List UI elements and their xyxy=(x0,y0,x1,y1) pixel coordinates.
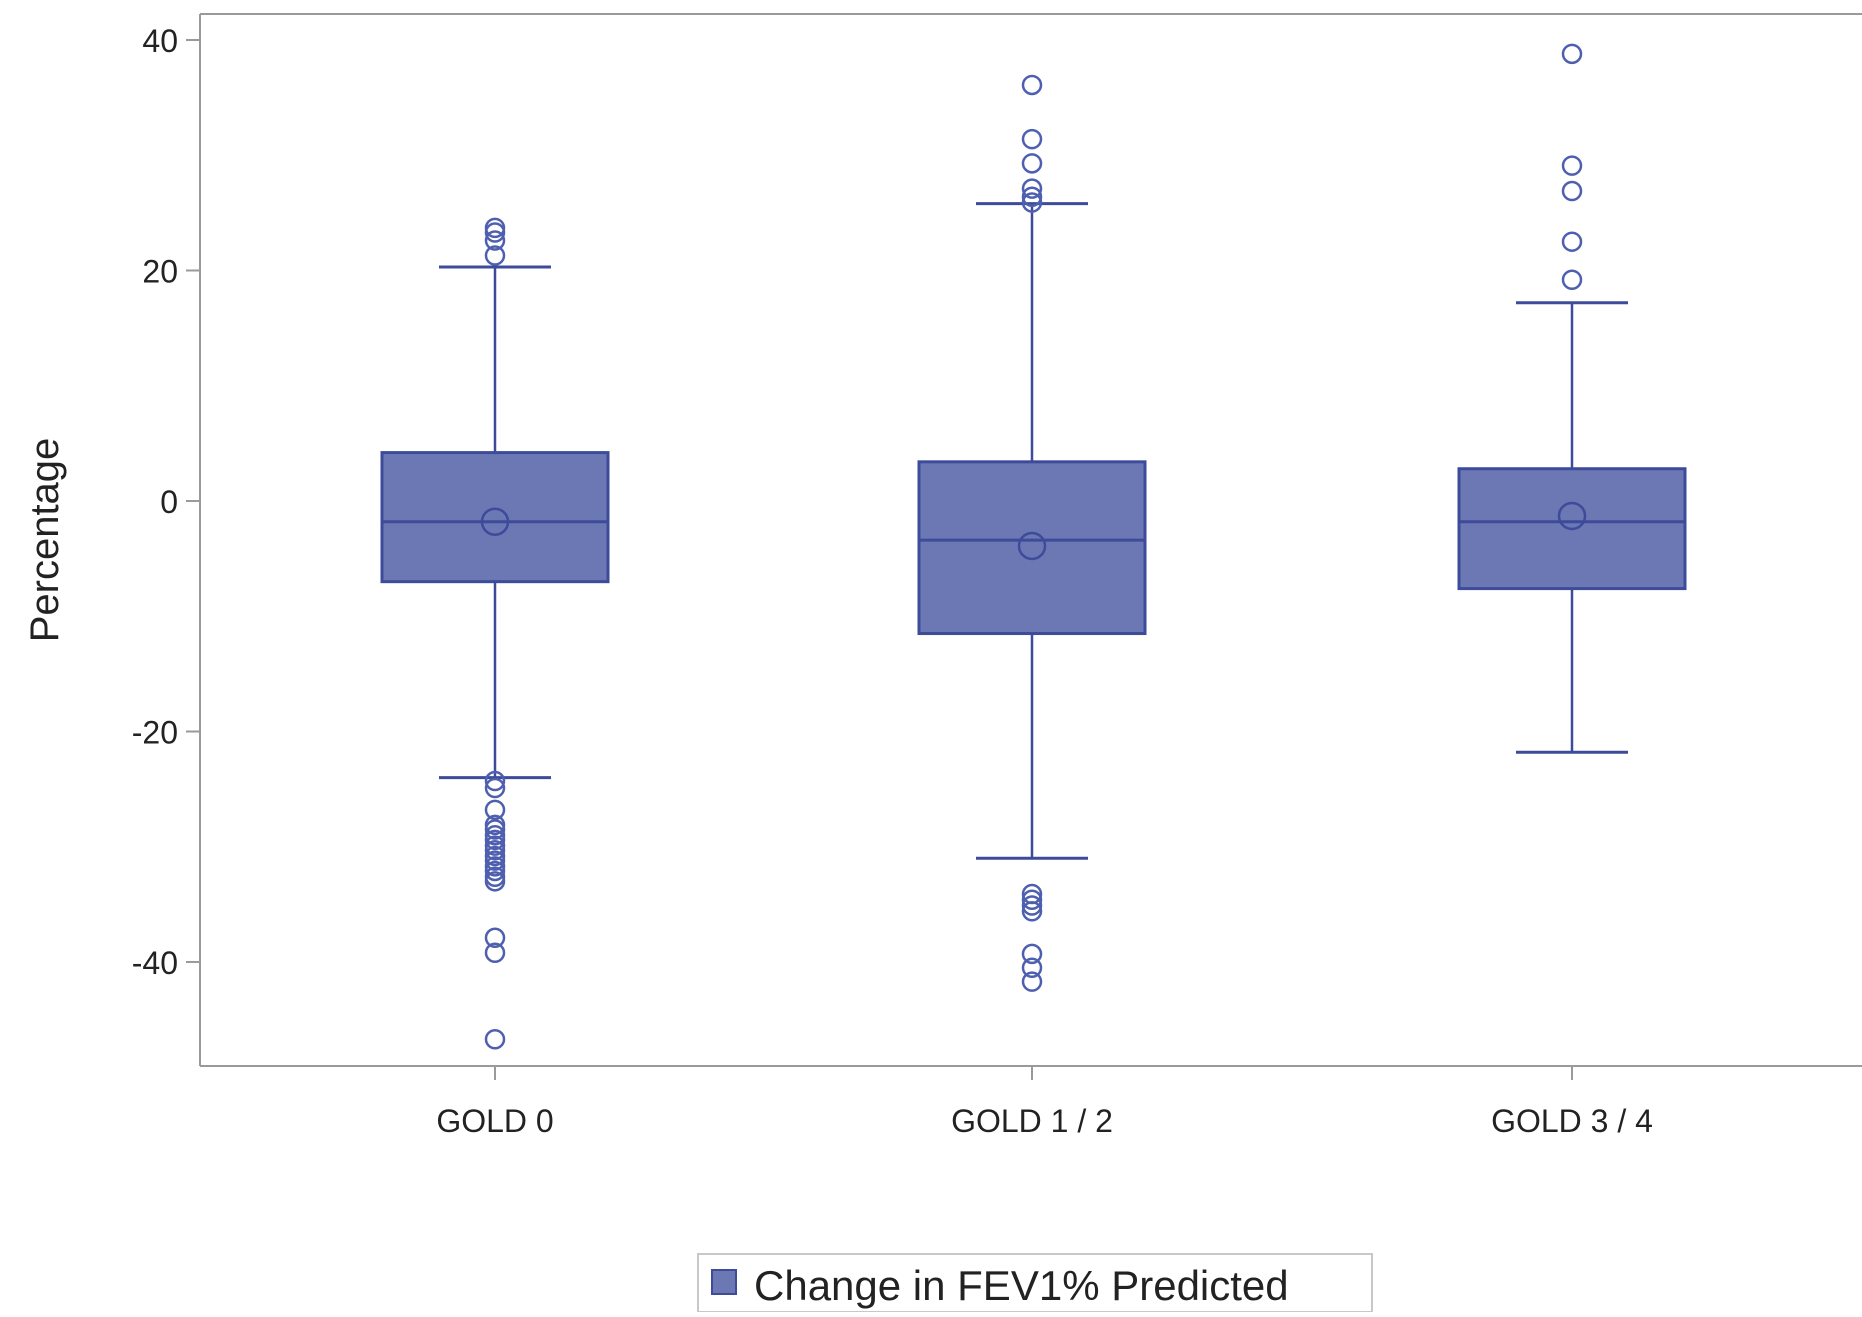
outlier-point xyxy=(1021,192,1043,213)
x-axis: GOLD 0 GOLD 1 / 2 GOLD 3 / 4 xyxy=(436,1066,1653,1139)
outlier-point xyxy=(1021,957,1043,979)
outlier-point xyxy=(1561,155,1583,176)
outlier-point xyxy=(484,770,506,792)
y-axis-label: Percentage xyxy=(23,438,67,643)
outlier-point xyxy=(484,245,506,266)
outlier-point xyxy=(1021,74,1043,96)
x-tick-label: GOLD 0 xyxy=(436,1103,553,1139)
outlier-point xyxy=(484,222,506,243)
y-tick-label: 0 xyxy=(160,484,178,520)
outlier-point xyxy=(1021,901,1043,922)
outlier-point xyxy=(1021,971,1043,992)
outlier-point xyxy=(484,777,506,799)
x-tick-label: GOLD 3 / 4 xyxy=(1491,1103,1653,1139)
legend: Change in FEV1% Predicted xyxy=(697,1253,1373,1313)
outlier-point xyxy=(1021,186,1043,207)
outlier-point xyxy=(484,1028,506,1050)
outlier-point xyxy=(484,850,506,871)
outlier-point xyxy=(1021,943,1043,965)
y-tick-label: -40 xyxy=(132,945,178,981)
outlier-point xyxy=(484,942,506,964)
outlier-point xyxy=(484,829,506,851)
outlier-point xyxy=(484,871,506,892)
outlier-point xyxy=(484,819,506,840)
outlier-point xyxy=(1021,128,1043,150)
legend-swatch xyxy=(711,1269,737,1295)
mean-marker xyxy=(480,507,510,536)
box-series xyxy=(380,43,1687,1050)
y-tick-label: 40 xyxy=(142,23,178,59)
outlier-point xyxy=(484,799,506,821)
box-group xyxy=(917,74,1147,992)
y-tick-label: 20 xyxy=(142,254,178,290)
mean-marker xyxy=(1017,531,1047,561)
mean-marker xyxy=(1557,501,1587,531)
outlier-point xyxy=(1021,153,1043,174)
legend-frame xyxy=(697,1253,1373,1313)
outlier-point xyxy=(1561,231,1583,252)
x-tick-label: GOLD 1 / 2 xyxy=(951,1103,1113,1139)
outlier-point xyxy=(1021,178,1043,199)
box-group xyxy=(380,217,610,1050)
y-axis: 40 20 0 -20 -40 xyxy=(132,23,200,981)
outlier-point xyxy=(1561,43,1583,65)
outlier-point xyxy=(484,839,506,861)
outlier-point xyxy=(484,860,506,882)
iqr-box xyxy=(917,460,1147,636)
outlier-point xyxy=(484,927,506,949)
y-tick-label: -20 xyxy=(132,715,178,751)
outlier-point xyxy=(484,230,506,251)
iqr-box xyxy=(380,451,610,584)
outlier-point xyxy=(1021,889,1043,911)
outlier-point xyxy=(1561,180,1583,202)
legend-label: Change in FEV1% Predicted xyxy=(754,1262,1289,1309)
outlier-point xyxy=(1561,269,1583,290)
outlier-point xyxy=(1021,895,1043,916)
box-group xyxy=(1457,43,1687,754)
